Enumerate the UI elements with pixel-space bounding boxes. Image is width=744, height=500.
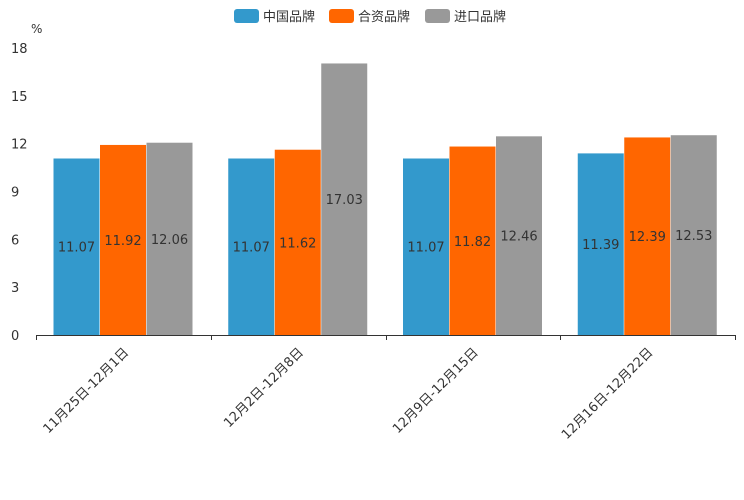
bar-value-label: 11.92 <box>104 234 141 249</box>
bar-group: 11.39 12.39 12.53 <box>577 135 717 335</box>
x-tick-label: 11月25日-12月1日 <box>41 345 133 437</box>
legend-item[interactable]: 中国品牌 <box>234 9 315 25</box>
y-tick-label: 18 <box>11 42 28 57</box>
legend-swatch <box>329 9 354 23</box>
x-axis: 11月25日-12月1日 12月2日-12月8日 12月9日-12月15日 12月16… <box>36 335 736 443</box>
legend-item[interactable]: 进口品牌 <box>425 9 506 25</box>
legend-label: 中国品牌 <box>263 9 315 25</box>
bar[interactable] <box>670 135 717 335</box>
legend-swatch <box>234 9 259 23</box>
y-axis-unit-label: % <box>31 22 42 36</box>
legend-swatch <box>425 9 450 23</box>
legend: 中国品牌 合资品牌 进口品牌 <box>234 9 506 25</box>
bar-value-label: 12.46 <box>500 230 537 245</box>
bar-value-label: 11.07 <box>233 241 270 256</box>
y-tick-label: 0 <box>11 329 19 344</box>
x-tick-label: 12月2日-12月8日 <box>221 345 307 431</box>
bar[interactable] <box>274 149 321 335</box>
y-tick-label: 3 <box>11 281 19 296</box>
legend-label: 进口品牌 <box>454 9 506 25</box>
bar[interactable] <box>100 144 146 335</box>
bar-group: 11.07 11.92 12.06 <box>53 142 193 335</box>
bar-group: 11.07 11.62 17.03 <box>228 63 368 335</box>
bar-value-label: 11.62 <box>279 236 316 251</box>
bar-value-label: 17.03 <box>326 193 363 208</box>
bar[interactable] <box>228 158 275 335</box>
bar[interactable] <box>53 158 100 335</box>
legend-label: 合资品牌 <box>358 9 410 25</box>
bar[interactable] <box>577 153 624 335</box>
bar[interactable] <box>146 142 193 335</box>
x-tick-label: 12月16日-12月22日 <box>559 345 656 442</box>
bar-value-label: 12.06 <box>151 233 188 248</box>
x-tick-label: 12月9日-12月15日 <box>390 345 482 437</box>
bar[interactable] <box>321 63 368 335</box>
y-tick-label: 9 <box>11 186 19 201</box>
bar[interactable] <box>403 158 449 335</box>
y-tick-label: 6 <box>11 233 19 248</box>
bar-value-label: 11.82 <box>454 235 491 250</box>
bar-group: 11.07 11.82 12.46 <box>403 136 542 335</box>
y-tick-label: 12 <box>11 138 28 153</box>
bar-value-label: 12.39 <box>629 230 666 245</box>
bar-value-label: 12.53 <box>675 229 712 244</box>
y-tick-label: 15 <box>11 90 28 105</box>
bars: 11.07 11.92 12.06 11.07 11.62 17.03 11.07 11.82… <box>53 63 717 335</box>
bar[interactable] <box>496 136 542 335</box>
bar-value-label: 11.39 <box>582 238 619 253</box>
y-axis: 0 3 6 9 12 15 18 <box>11 42 28 344</box>
bar[interactable] <box>449 146 496 335</box>
legend-item[interactable]: 合资品牌 <box>329 9 410 25</box>
bar[interactable] <box>624 137 671 335</box>
bar-value-label: 11.07 <box>407 241 444 256</box>
bar-value-label: 11.07 <box>58 241 95 256</box>
